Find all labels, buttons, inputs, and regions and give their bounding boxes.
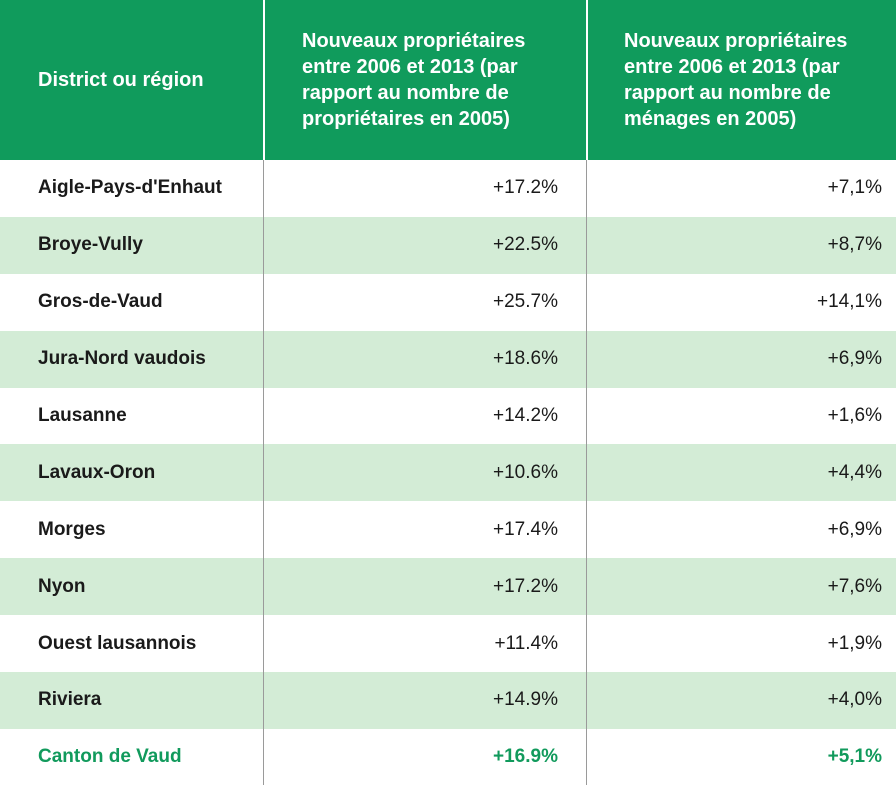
header-menages-label: Nouveaux propriétaires entre 2006 et 201… (624, 30, 848, 130)
menages-cell: +8,7% (586, 216, 896, 274)
proprietaires-cell: +18.6% (264, 330, 586, 388)
header-separator (586, 0, 588, 160)
proprietaires-cell: +10.6% (264, 444, 586, 502)
table-row: Jura-Nord vaudois +18.6% +6,9% (0, 330, 896, 388)
district-cell: Nyon (0, 558, 264, 616)
menages-cell: +4,0% (586, 672, 896, 729)
menages-cell: +7,6% (586, 558, 896, 616)
proprietaires-cell: +14.9% (264, 672, 586, 729)
column-divider (586, 0, 587, 785)
district-cell: Lavaux-Oron (0, 444, 264, 502)
header-proprietaires-label: Nouveaux propriétaires entre 2006 et 201… (302, 30, 526, 130)
menages-cell: +7,1% (827, 177, 882, 199)
menages-cell: +1,6% (827, 405, 882, 426)
total-district-cell: Canton de Vaud (38, 746, 182, 768)
total-proprietaires-cell: +16.9% (493, 746, 558, 768)
menages-cell: +1,9% (827, 632, 882, 654)
table-header-row: District ou région Nouveaux propriétaire… (0, 0, 896, 160)
header-separator (263, 0, 265, 160)
district-cell: Ouest lausannois (38, 632, 197, 654)
table-row: Broye-Vully +22.5% +8,7% (0, 216, 896, 274)
header-district: District ou région (0, 0, 264, 160)
table-row: Ouest lausannois +11.4% +1,9% (0, 615, 896, 672)
proprietaires-cell: +17.4% (493, 518, 558, 540)
header-proprietaires: Nouveaux propriétaires entre 2006 et 201… (264, 0, 586, 160)
proprietaires-cell: +22.5% (264, 216, 586, 274)
header-district-label: District ou région (38, 69, 204, 91)
menages-cell: +4,4% (586, 444, 896, 502)
total-row: Canton de Vaud +16.9% +5,1% (0, 729, 896, 786)
table-row: Riviera +14.9% +4,0% (0, 672, 896, 729)
district-cell: Riviera (0, 672, 264, 729)
table-row: Nyon +17.2% +7,6% (0, 558, 896, 616)
district-cell: Gros-de-Vaud (38, 291, 163, 313)
proprietaires-cell: +25.7% (493, 291, 558, 313)
table-row: Aigle-Pays-d'Enhaut +17.2% +7,1% (0, 160, 896, 217)
table-row: Lavaux-Oron +10.6% +4,4% (0, 444, 896, 502)
district-cell: Broye-Vully (0, 216, 264, 274)
district-cell: Jura-Nord vaudois (0, 330, 264, 388)
table-row: Gros-de-Vaud +25.7% +14,1% (0, 274, 896, 331)
district-cell: Aigle-Pays-d'Enhaut (38, 177, 222, 199)
table-row: Lausanne +14.2% +1,6% (0, 388, 896, 445)
menages-cell: +14,1% (817, 291, 882, 313)
district-cell: Lausanne (38, 405, 127, 426)
proprietaires-cell: +11.4% (494, 632, 558, 654)
table-row: Morges +17.4% +6,9% (0, 501, 896, 558)
proprietaires-cell: +14.2% (493, 405, 558, 426)
proprietaires-cell: +17.2% (264, 558, 586, 616)
menages-cell: +6,9% (827, 518, 882, 540)
district-cell: Morges (38, 518, 106, 540)
column-divider (263, 0, 264, 785)
menages-cell: +6,9% (586, 330, 896, 388)
header-menages: Nouveaux propriétaires entre 2006 et 201… (586, 0, 896, 160)
total-menages-cell: +5,1% (827, 746, 882, 768)
proprietaires-cell: +17.2% (493, 177, 558, 199)
